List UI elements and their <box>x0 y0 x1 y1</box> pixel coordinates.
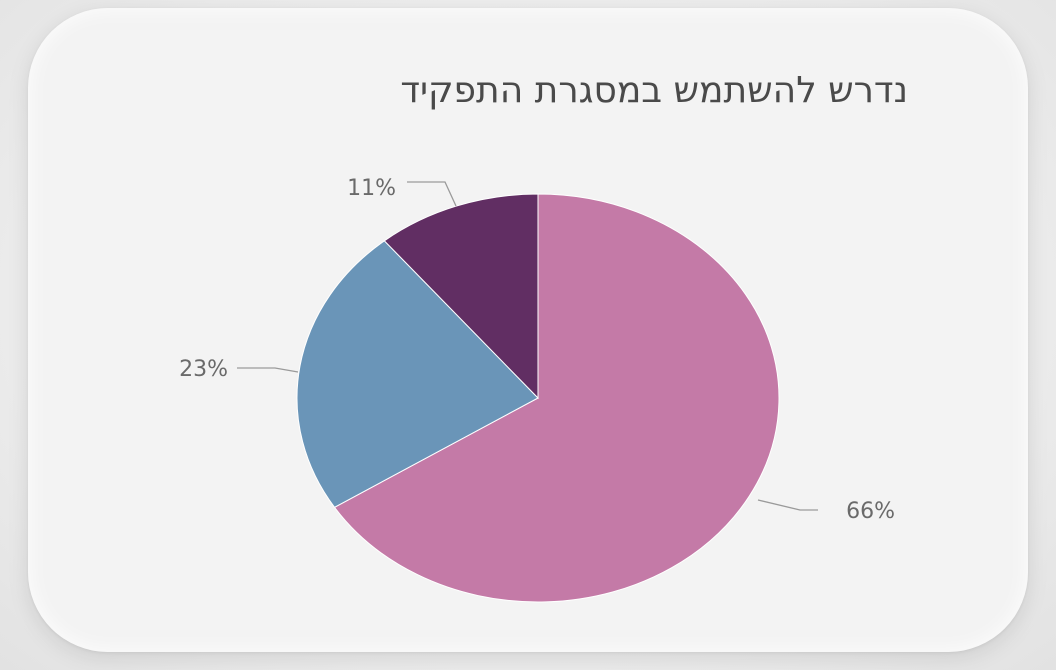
pie-slice-1 <box>333 193 780 603</box>
slice-label-1: 66% <box>846 499 895 524</box>
pie-leader-lines <box>237 181 818 511</box>
leader-line-3 <box>407 181 457 207</box>
pie-slice-3 <box>383 193 539 400</box>
leader-line-2 <box>237 367 299 373</box>
pie-slice-2 <box>296 240 539 508</box>
chart-title: נדרש להשתמש במסגרת התפקיד <box>400 70 908 111</box>
slice-label-2: 23% <box>179 357 228 382</box>
leader-line-1 <box>757 499 818 511</box>
slice-label-3: 11% <box>347 176 396 201</box>
pie-labels: 66% 23% 11% <box>179 176 895 524</box>
pie-slices <box>296 193 780 603</box>
